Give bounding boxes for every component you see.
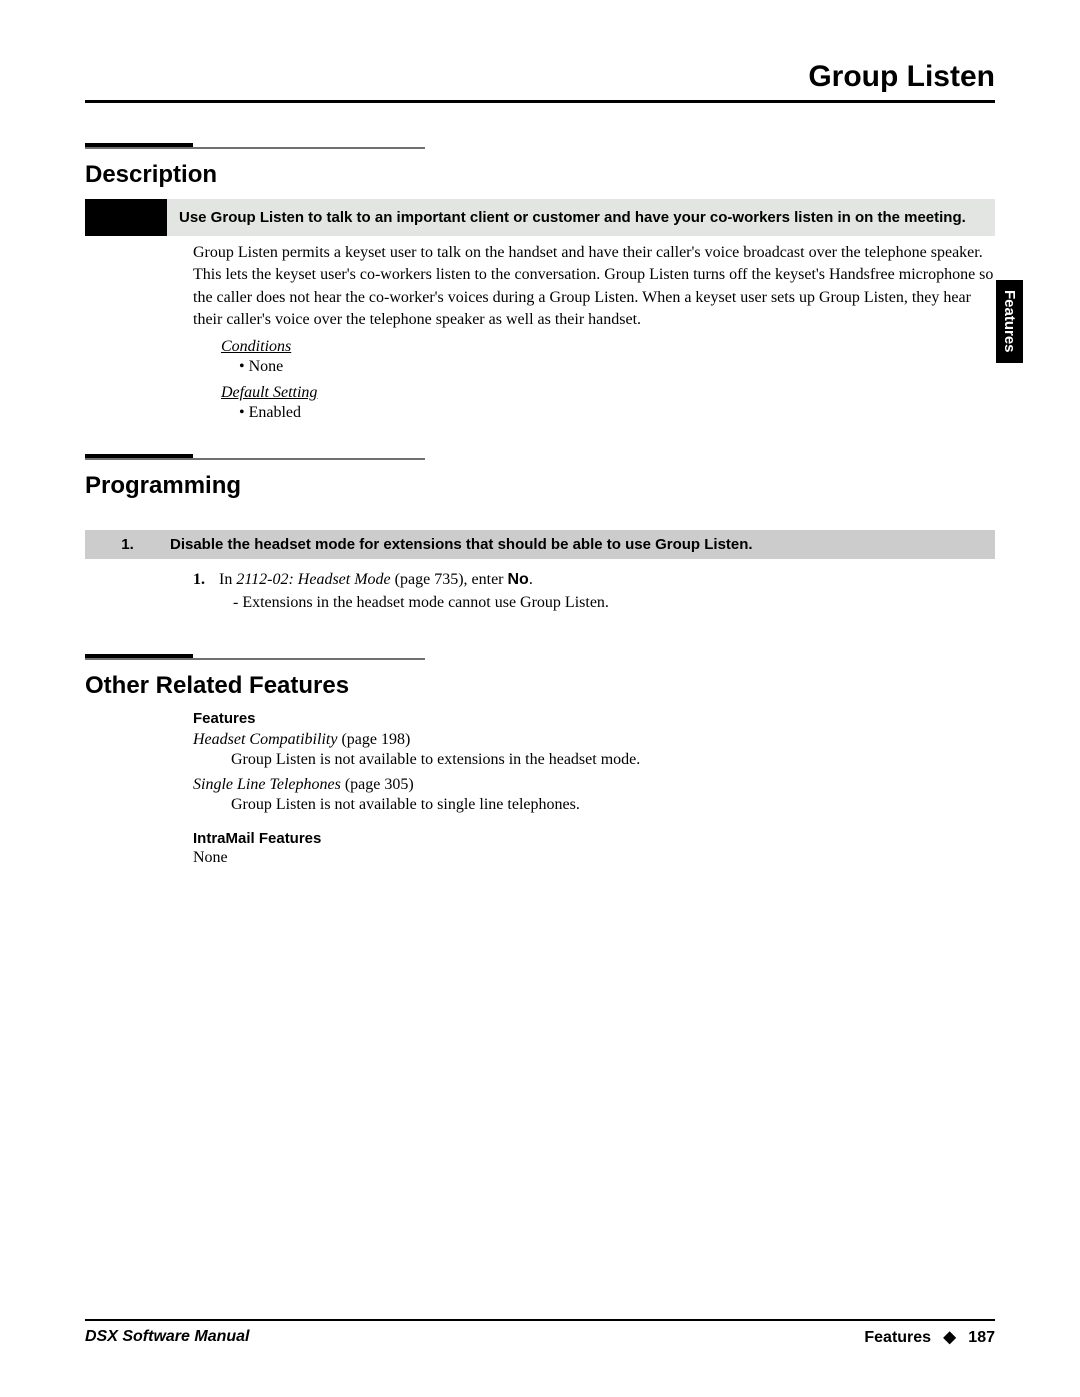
section-rule <box>85 654 995 660</box>
programming-step: 1. In 2112-02: Headset Mode (page 735), … <box>193 569 995 591</box>
prog-row-text: Disable the headset mode for extensions … <box>170 530 995 559</box>
prog-step-num: 1. <box>193 569 215 591</box>
intramail-value: None <box>193 847 995 869</box>
footer-page-number: 187 <box>968 1329 995 1346</box>
conditions-item: None <box>239 356 995 378</box>
footer-page-info: Features ◆ 187 <box>864 1327 995 1347</box>
feature1-title: Headset Compatibility <box>193 731 337 748</box>
prog-step-page: (page 735), enter <box>391 571 508 588</box>
prog-row-number: 1. <box>85 530 170 559</box>
summary-box: Use Group Listen to talk to an important… <box>85 199 995 236</box>
heading-programming: Programming <box>85 472 995 500</box>
footer-manual-title: DSX Software Manual <box>85 1328 249 1346</box>
page-footer: DSX Software Manual Features ◆ 187 <box>85 1319 995 1347</box>
default-setting-label: Default Setting <box>221 384 995 402</box>
section-rule <box>85 454 995 460</box>
default-setting-item: Enabled <box>239 402 995 424</box>
prog-step-suffix: . <box>529 571 533 588</box>
feature1-page: (page 198) <box>337 731 410 748</box>
side-tab-features: Features <box>996 280 1023 363</box>
feature-link-2: Single Line Telephones (page 305) <box>193 776 995 794</box>
summary-black-block <box>85 199 167 236</box>
footer-section: Features <box>864 1329 931 1346</box>
summary-text: Use Group Listen to talk to an important… <box>179 207 966 228</box>
prog-step-prefix: In <box>219 571 236 588</box>
features-label: Features <box>193 710 995 727</box>
feature2-page: (page 305) <box>341 776 414 793</box>
programming-header-row: 1. Disable the headset mode for extensio… <box>85 530 995 559</box>
feature-link-1: Headset Compatibility (page 198) <box>193 731 995 749</box>
intramail-label: IntraMail Features <box>193 830 995 847</box>
prog-step-value: No <box>508 571 529 588</box>
section-rule <box>85 143 995 149</box>
diamond-icon: ◆ <box>944 1329 956 1346</box>
page-title: Group Listen <box>85 60 995 103</box>
description-body: Group Listen permits a keyset user to ta… <box>193 242 995 332</box>
heading-description: Description <box>85 161 995 189</box>
feature2-title: Single Line Telephones <box>193 776 341 793</box>
feature1-desc: Group Listen is not available to extensi… <box>231 749 995 771</box>
prog-step-ref: 2112-02: Headset Mode <box>236 571 390 588</box>
feature2-desc: Group Listen is not available to single … <box>231 794 995 816</box>
heading-other-related: Other Related Features <box>85 672 995 700</box>
programming-substep: Extensions in the headset mode cannot us… <box>233 592 995 614</box>
programming-table: 1. Disable the headset mode for extensio… <box>85 530 995 559</box>
conditions-label: Conditions <box>221 338 995 356</box>
